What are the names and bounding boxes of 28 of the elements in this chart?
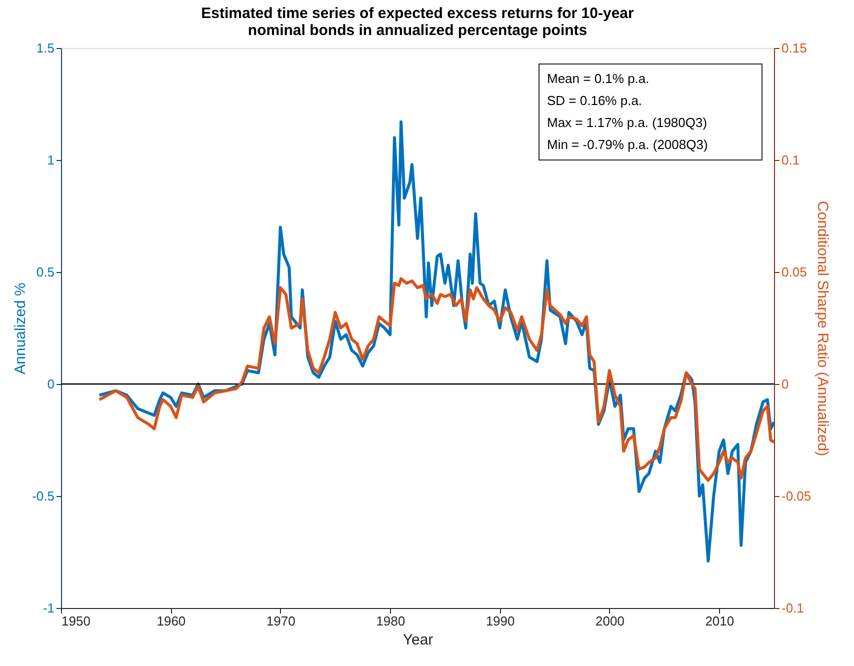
- y-tick-label: 0.5: [36, 264, 54, 280]
- x-tick-label: 1970: [266, 614, 296, 628]
- x-tick-label: 1960: [156, 614, 186, 628]
- x-tick-label: 2000: [596, 614, 624, 628]
- y2-tick-label: 0: [782, 376, 789, 392]
- annotation: SD = 0.16% p.a.: [547, 93, 642, 108]
- annotation: Max = 1.17% p.a. (1980Q3): [547, 115, 708, 130]
- y-tick-label: -0.5: [32, 488, 54, 504]
- x-tick-label: 1990: [486, 614, 515, 628]
- y-tick-label: 0: [47, 376, 54, 392]
- y2-tick-label: -0.05: [782, 488, 812, 504]
- chart-title: Estimated time series of expected excess returns for 10-year nominal bonds in annualized percentage points: [201, 5, 634, 39]
- annotation: Min = -0.79% p.a. (2008Q3): [547, 137, 708, 152]
- line-series: [98, 277, 774, 482]
- annotation: Mean = 0.1% p.a.: [547, 71, 650, 86]
- y2-tick-label: 0.05: [782, 264, 807, 280]
- y-tick-label: -1: [42, 600, 54, 616]
- y-tick-label: 1.5: [36, 40, 54, 56]
- y-tick-label: 1: [47, 152, 54, 168]
- x-tick-label: 1950: [62, 614, 90, 628]
- y2-tick-label: 0.1: [782, 152, 800, 168]
- x-tick-label: 2010: [705, 614, 734, 628]
- x-axis-title: Year: [402, 632, 434, 648]
- x-tick-label: 1980: [376, 614, 406, 628]
- y2-tick-label: -0.1: [782, 600, 804, 616]
- y-axis-title: Annualized %: [12, 282, 30, 374]
- y2-axis-title: Conditional Sharpe Ratio (Annualized): [814, 200, 832, 456]
- y2-tick-label: 0.15: [782, 40, 807, 56]
